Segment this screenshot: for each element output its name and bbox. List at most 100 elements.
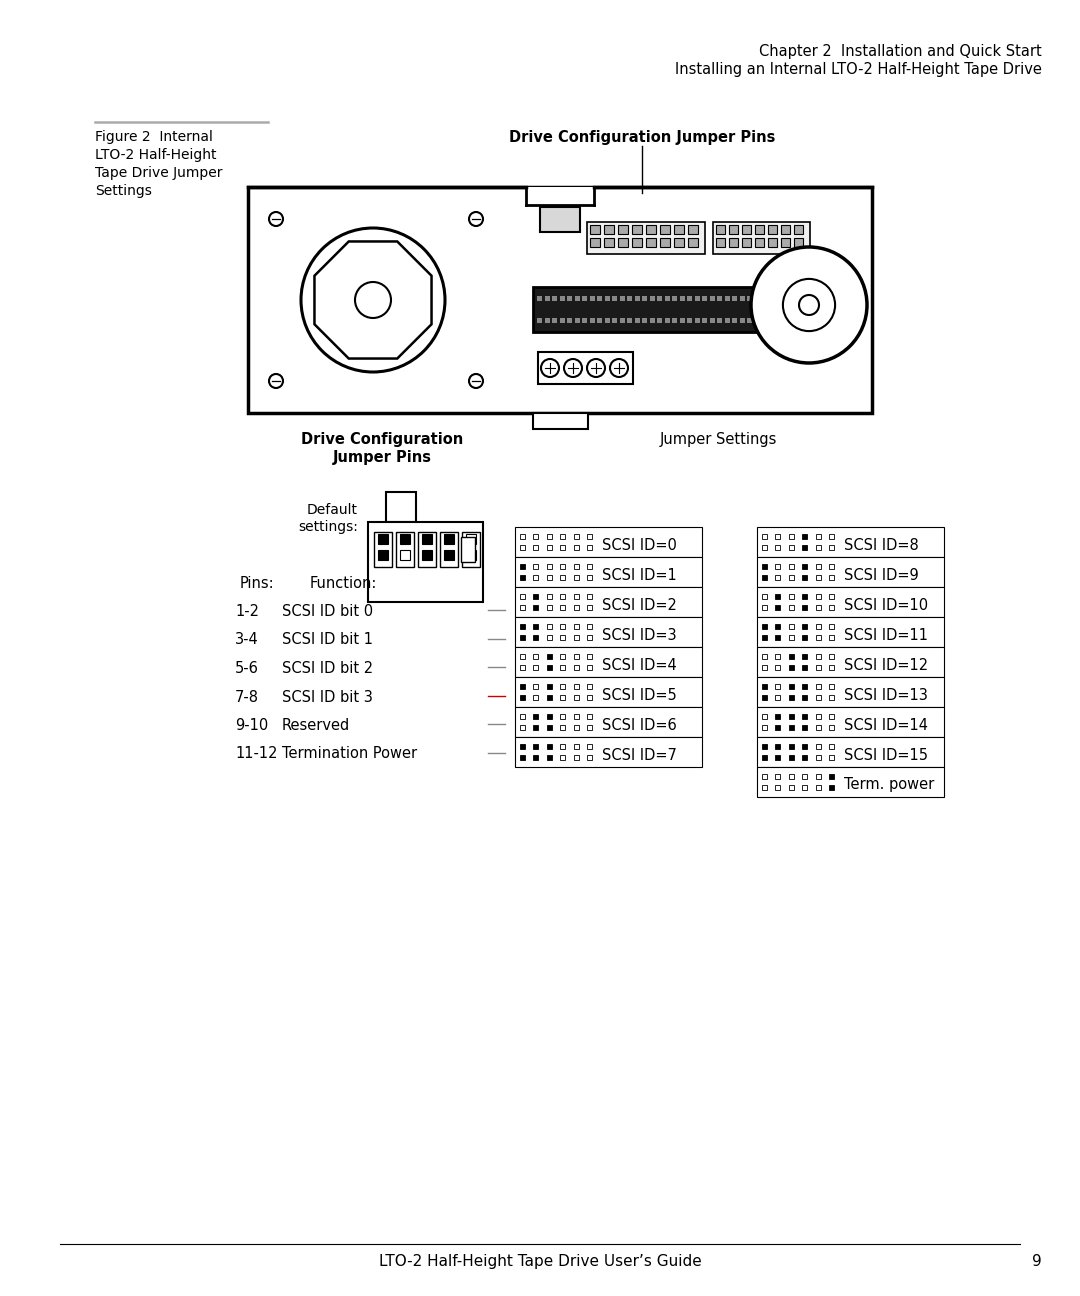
Bar: [664, 318, 670, 323]
Bar: [815, 594, 821, 599]
Bar: [762, 575, 767, 581]
Bar: [588, 635, 592, 640]
Bar: [775, 635, 781, 640]
Bar: [687, 318, 692, 323]
Bar: [802, 594, 807, 599]
Bar: [775, 744, 781, 749]
Bar: [717, 318, 723, 323]
Bar: [775, 714, 781, 719]
Bar: [710, 318, 715, 323]
Bar: [762, 714, 767, 719]
Bar: [573, 724, 579, 730]
Bar: [588, 695, 592, 700]
Text: SCSI ID=10: SCSI ID=10: [843, 597, 928, 613]
Text: SCSI ID=7: SCSI ID=7: [602, 748, 677, 762]
Text: 7-8: 7-8: [235, 689, 259, 705]
Bar: [567, 318, 572, 323]
Bar: [573, 605, 579, 610]
Text: SCSI ID=3: SCSI ID=3: [602, 627, 677, 643]
Bar: [802, 635, 807, 640]
Bar: [519, 714, 525, 719]
Bar: [605, 295, 609, 301]
Bar: [829, 623, 834, 629]
Bar: [561, 695, 565, 700]
Bar: [561, 635, 565, 640]
Bar: [462, 531, 480, 568]
Bar: [590, 226, 600, 235]
Bar: [534, 714, 539, 719]
Bar: [829, 605, 834, 610]
Bar: [588, 564, 592, 569]
Bar: [775, 756, 781, 759]
Bar: [802, 575, 807, 581]
Text: SCSI ID bit 1: SCSI ID bit 1: [282, 632, 373, 648]
Bar: [544, 318, 550, 323]
Bar: [716, 238, 725, 248]
Bar: [815, 756, 821, 759]
Bar: [815, 564, 821, 569]
Bar: [762, 534, 767, 539]
Bar: [519, 564, 525, 569]
Text: 5-6: 5-6: [235, 661, 259, 677]
Bar: [612, 318, 617, 323]
Bar: [802, 724, 807, 730]
Bar: [573, 714, 579, 719]
Bar: [534, 654, 539, 658]
Bar: [762, 774, 767, 779]
Bar: [573, 744, 579, 749]
Bar: [519, 724, 525, 730]
Text: SCSI ID=8: SCSI ID=8: [843, 538, 919, 552]
Bar: [546, 756, 552, 759]
Bar: [788, 635, 794, 640]
Bar: [546, 744, 552, 749]
Bar: [775, 564, 781, 569]
Bar: [829, 575, 834, 581]
Bar: [802, 605, 807, 610]
Bar: [546, 534, 552, 539]
Bar: [519, 594, 525, 599]
Bar: [788, 623, 794, 629]
Bar: [590, 238, 600, 248]
Bar: [775, 695, 781, 700]
Text: Drive Configuration: Drive Configuration: [301, 432, 463, 447]
Text: Tape Drive Jumper: Tape Drive Jumper: [95, 166, 222, 180]
Bar: [573, 534, 579, 539]
Bar: [534, 546, 539, 550]
Bar: [444, 550, 454, 560]
Bar: [762, 724, 767, 730]
Text: SCSI ID=14: SCSI ID=14: [843, 718, 928, 732]
Bar: [546, 605, 552, 610]
Text: SCSI ID bit 3: SCSI ID bit 3: [282, 689, 373, 705]
Circle shape: [269, 375, 283, 388]
Text: Chapter 2  Installation and Quick Start: Chapter 2 Installation and Quick Start: [759, 44, 1042, 60]
Bar: [802, 684, 807, 689]
Bar: [687, 295, 692, 301]
Bar: [815, 774, 821, 779]
Bar: [534, 695, 539, 700]
Bar: [561, 665, 565, 670]
Text: SCSI ID=6: SCSI ID=6: [602, 718, 677, 732]
Text: SCSI ID=13: SCSI ID=13: [843, 687, 928, 702]
Bar: [788, 756, 794, 759]
Bar: [604, 238, 615, 248]
Bar: [732, 318, 737, 323]
Bar: [532, 413, 588, 429]
Bar: [552, 295, 557, 301]
Bar: [534, 665, 539, 670]
Bar: [788, 654, 794, 658]
Text: SCSI ID bit 2: SCSI ID bit 2: [282, 661, 373, 677]
Bar: [515, 617, 702, 647]
Bar: [768, 238, 777, 248]
Bar: [588, 623, 592, 629]
Bar: [597, 318, 602, 323]
Text: SCSI ID=2: SCSI ID=2: [602, 597, 677, 613]
Bar: [762, 695, 767, 700]
Bar: [396, 531, 414, 568]
Bar: [794, 238, 804, 248]
Bar: [815, 534, 821, 539]
Text: Settings: Settings: [95, 184, 152, 198]
Bar: [534, 756, 539, 759]
Text: SCSI ID=9: SCSI ID=9: [843, 568, 919, 582]
Bar: [534, 623, 539, 629]
Bar: [374, 531, 392, 568]
